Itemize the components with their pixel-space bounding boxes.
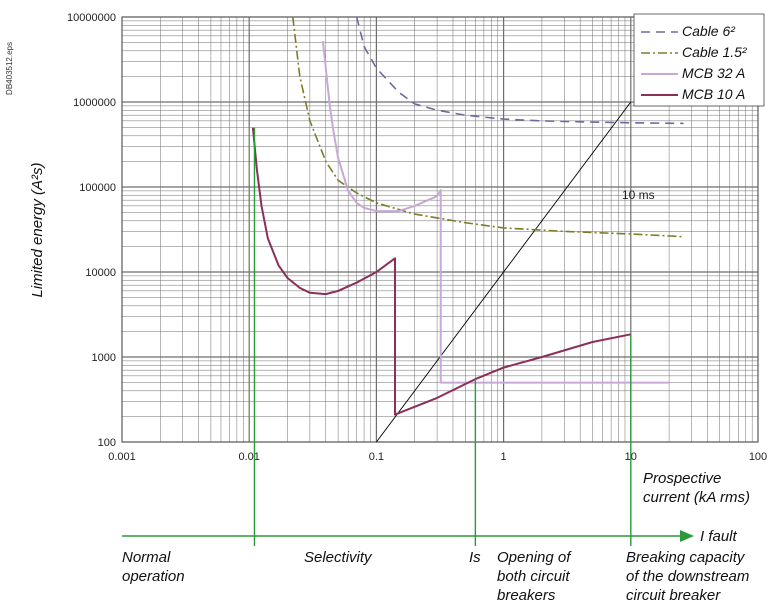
zone-breaking-capacity: Breaking capacity of the downstream circ… <box>626 549 749 604</box>
legend-label-mcb-32a: MCB 32 A <box>682 65 745 81</box>
ifault-axis-arrow <box>680 530 694 542</box>
reference-line-label: 10 ms <box>622 188 655 202</box>
zone-selectivity-line1: Selectivity <box>304 549 373 566</box>
x-tick-label: 0.01 <box>238 451 259 463</box>
zone-selectivity: Selectivity <box>304 549 373 566</box>
zone-is-line1: Is <box>469 549 481 566</box>
zone-opening-both: Opening of both circuit breakers <box>497 549 572 604</box>
zone-breaking-line2: of the downstream <box>626 568 749 585</box>
zone-breaking-line3: circuit breaker <box>626 587 721 604</box>
ifault-label: I fault <box>700 528 738 545</box>
y-tick-label: 100 <box>98 437 116 449</box>
zone-opening-line3: breakers <box>497 587 556 604</box>
tick-labels: 0.001 0.01 0.1 1 10 1001001000100001000001000… <box>67 12 767 463</box>
zone-normal-operation: Normal operation <box>122 549 185 585</box>
y-tick-label: 10000000 <box>67 12 116 24</box>
x-tick-label: 1 <box>501 451 507 463</box>
curve-mcb-10a <box>251 127 631 416</box>
reference-line-10ms <box>376 101 632 443</box>
legend-label-cable-6: Cable 6² <box>682 23 736 39</box>
y-axis-label: Limited energy (A²s) <box>29 162 46 297</box>
y-tick-label: 1000000 <box>73 97 116 109</box>
x-axis-label-line1: Prospective <box>643 470 721 487</box>
x-tick-label: 100 <box>749 451 767 463</box>
x-tick-label: 0.1 <box>369 451 384 463</box>
plot-frame <box>121 16 759 443</box>
y-tick-label: 100000 <box>79 182 116 194</box>
reference-line-group <box>376 101 632 443</box>
zone-breaking-line1: Breaking capacity <box>626 549 746 566</box>
zone-normal-line2: operation <box>122 568 185 585</box>
legend-label-cable-1-5: Cable 1.5² <box>682 44 748 60</box>
curve-cable-1-5 <box>292 16 684 238</box>
curve-mcb-32a <box>321 40 670 384</box>
x-tick-label: 0.001 <box>108 451 136 463</box>
y-tick-label: 10000 <box>85 267 116 279</box>
document-code: DB403512.eps <box>5 42 14 95</box>
series-curves <box>251 16 684 416</box>
zone-normal-line1: Normal <box>122 549 171 566</box>
x-axis-label-line2: current (kA rms) <box>643 489 750 506</box>
legend-label-mcb-10a: MCB 10 A <box>682 86 745 102</box>
zone-opening-line2: both circuit <box>497 568 570 585</box>
y-tick-label: 1000 <box>92 352 116 364</box>
curve-cable-6 <box>355 16 684 125</box>
legend-box <box>633 13 765 107</box>
legend: Cable 6² Cable 1.5² MCB 32 A MCB 10 A <box>633 13 765 107</box>
fault-markers <box>253 127 632 546</box>
zone-is: Is <box>469 549 481 566</box>
zone-opening-line1: Opening of <box>497 549 572 566</box>
